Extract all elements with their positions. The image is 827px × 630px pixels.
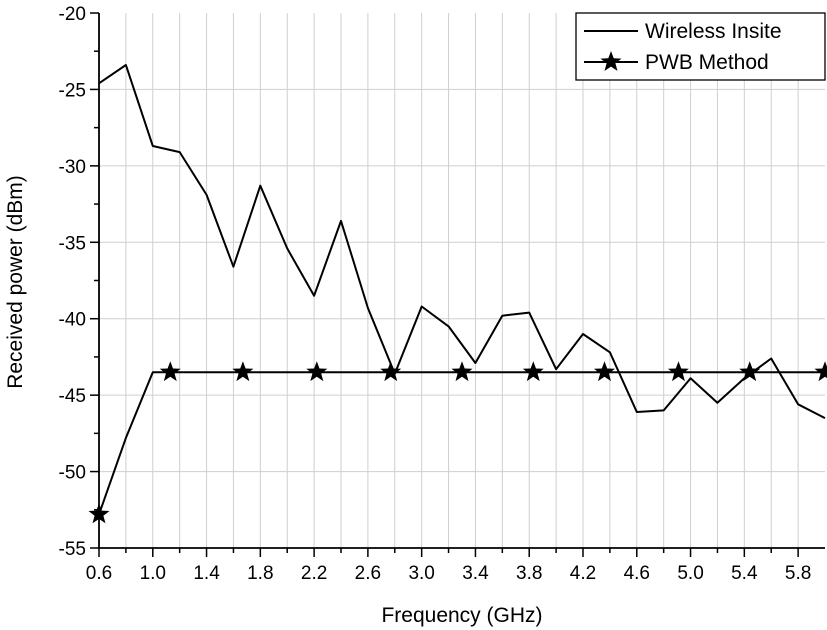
legend-label: PWB Method	[645, 51, 769, 74]
y-tick-label: -20	[59, 4, 86, 25]
series-layer	[88, 64, 827, 524]
y-tick-label: -50	[59, 463, 86, 484]
x-tick-label: 5.8	[785, 563, 811, 584]
y-tick-label: -55	[59, 539, 86, 560]
x-tick-label: 3.0	[408, 563, 434, 584]
x-tick-label: 1.4	[193, 563, 220, 584]
star-marker	[232, 361, 254, 382]
star-marker	[159, 361, 181, 382]
legend-star-icon	[600, 51, 622, 71]
x-tick-label: 2.2	[301, 563, 327, 584]
x-axis-title: Frequency (GHz)	[381, 604, 542, 627]
x-tick-label: 1.0	[140, 563, 166, 584]
legend-item: Wireless Insite	[584, 20, 782, 43]
y-axis-title: Received power (dBm)	[4, 175, 27, 389]
x-tick-label: 4.2	[570, 563, 596, 584]
x-tick-label: 4.6	[624, 563, 650, 584]
x-tick-label: 5.4	[731, 563, 758, 584]
legend-label: Wireless Insite	[645, 20, 782, 43]
legend-item: PWB Method	[584, 51, 769, 74]
x-tick-label: 3.8	[516, 563, 542, 584]
legend: Wireless Insite PWB Method	[575, 12, 826, 81]
star-marker	[451, 361, 473, 382]
x-tick-label: 1.8	[247, 563, 273, 584]
y-tick-label: -35	[59, 233, 86, 254]
series-wireless-insite	[98, 64, 826, 419]
star-marker	[380, 361, 402, 382]
x-tick-label: 3.4	[462, 563, 489, 584]
star-marker	[739, 361, 761, 382]
star-marker	[306, 361, 328, 382]
x-axis-ticks: 0.6 1.0 1.4 1.8 2.2 2.6 3.0 3.4 3.8 4.2 4.6 5.0 5.4 5…	[86, 548, 811, 584]
y-tick-label: -45	[59, 386, 86, 407]
series-line	[98, 64, 826, 419]
y-tick-label: -30	[59, 157, 86, 178]
x-tick-label: 2.6	[355, 563, 381, 584]
legend-box	[575, 12, 826, 81]
star-marker	[668, 361, 689, 382]
y-tick-label: -40	[59, 310, 86, 331]
grid-lines	[99, 13, 825, 548]
x-tick-label: 5.0	[677, 563, 703, 584]
star-marker	[594, 361, 615, 382]
y-tick-label: -25	[59, 80, 86, 101]
x-tick-label: 0.6	[86, 563, 112, 584]
y-axis-ticks: -20 -25 -30 -35 -40 -45 -50 -55	[59, 4, 99, 560]
star-marker	[522, 361, 544, 382]
star-marker	[814, 361, 827, 382]
series-pwb-method	[88, 361, 827, 524]
